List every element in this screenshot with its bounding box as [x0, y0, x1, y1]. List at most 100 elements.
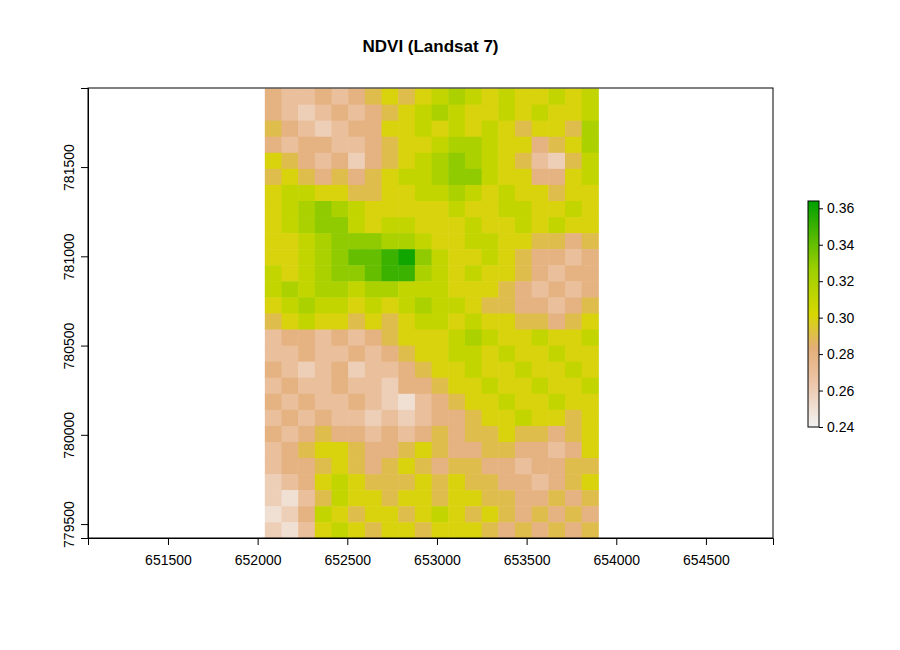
cell: [265, 313, 282, 330]
y-tick-mark: [81, 167, 88, 168]
cell: [448, 330, 465, 347]
cell: [515, 153, 532, 170]
cell: [498, 506, 515, 523]
cell: [548, 105, 565, 122]
cell: [298, 346, 315, 363]
cell: [348, 137, 365, 154]
cell: [281, 169, 298, 186]
colorbar-tick-label: 0.26: [827, 383, 854, 399]
cell: [382, 185, 399, 202]
cell: [281, 394, 298, 411]
cell: [465, 522, 482, 538]
cell: [265, 506, 282, 523]
cell: [365, 394, 382, 411]
cell: [398, 137, 415, 154]
cell: [281, 490, 298, 507]
cell: [398, 442, 415, 459]
cell: [281, 330, 298, 347]
cell: [281, 249, 298, 266]
cell: [532, 297, 549, 314]
cell: [365, 313, 382, 330]
cell: [365, 105, 382, 122]
cell: [515, 346, 532, 363]
cell: [432, 265, 449, 282]
cell: [382, 297, 399, 314]
cell: [448, 201, 465, 218]
cell: [532, 89, 549, 106]
cell: [265, 297, 282, 314]
colorbar-tick-label: 0.24: [827, 419, 854, 435]
cell: [465, 281, 482, 298]
cell: [532, 378, 549, 395]
cell: [415, 105, 432, 122]
cell: [398, 490, 415, 507]
cell: [532, 217, 549, 234]
cell: [465, 105, 482, 122]
cell: [281, 474, 298, 491]
cell: [332, 426, 349, 443]
cell: [415, 474, 432, 491]
cell: [532, 281, 549, 298]
cell: [348, 217, 365, 234]
cell: [448, 169, 465, 186]
cell: [415, 217, 432, 234]
cell: [315, 249, 332, 266]
cell: [365, 410, 382, 427]
cell: [565, 394, 582, 411]
cell: [448, 394, 465, 411]
cell: [265, 330, 282, 347]
cell: [348, 394, 365, 411]
colorbar-tick: 0.36: [819, 200, 854, 216]
cell: [281, 410, 298, 427]
cell: [415, 89, 432, 106]
y-tick: 779500: [61, 501, 88, 548]
cell: [582, 394, 599, 411]
cell: [498, 522, 515, 538]
cell: [498, 297, 515, 314]
cell: [281, 281, 298, 298]
cell: [482, 330, 499, 347]
cell: [565, 265, 582, 282]
cell: [382, 410, 399, 427]
cell: [432, 137, 449, 154]
cell: [348, 201, 365, 218]
x-tick-label: 652000: [235, 552, 282, 568]
cell: [265, 490, 282, 507]
cell: [448, 410, 465, 427]
cell: [298, 378, 315, 395]
cell: [498, 185, 515, 202]
cell: [382, 153, 399, 170]
cell: [515, 362, 532, 379]
cell: [532, 394, 549, 411]
cell: [548, 410, 565, 427]
cell: [332, 89, 349, 106]
cell: [532, 169, 549, 186]
cell: [548, 297, 565, 314]
cell: [315, 362, 332, 379]
cell: [265, 217, 282, 234]
cell: [382, 474, 399, 491]
cell: [498, 153, 515, 170]
cell: [332, 506, 349, 523]
title: NDVI (Landsat 7): [362, 37, 498, 56]
cell: [415, 201, 432, 218]
cell: [265, 201, 282, 218]
cell: [465, 153, 482, 170]
cell: [298, 105, 315, 122]
cell: [298, 490, 315, 507]
cell: [515, 378, 532, 395]
cell: [281, 217, 298, 234]
cell: [365, 137, 382, 154]
x-tick: 652500: [324, 538, 371, 568]
cell: [465, 378, 482, 395]
cell: [532, 330, 549, 347]
cell: [332, 169, 349, 186]
cell: [415, 265, 432, 282]
cell: [548, 89, 565, 106]
cell: [332, 378, 349, 395]
cell: [498, 313, 515, 330]
cell: [432, 249, 449, 266]
cell: [398, 426, 415, 443]
y-tick-label: 780000: [61, 412, 77, 459]
cell: [332, 297, 349, 314]
